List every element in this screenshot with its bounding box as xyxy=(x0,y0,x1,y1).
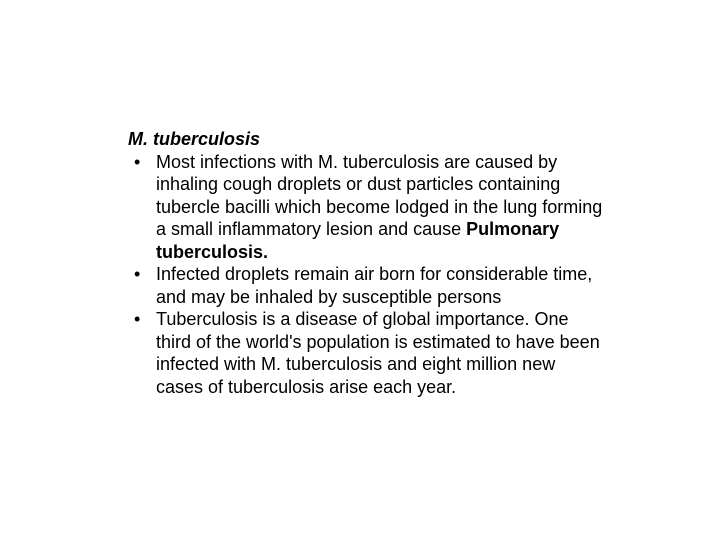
list-item: Tuberculosis is a disease of global impo… xyxy=(128,308,606,398)
slide-content: M. tuberculosis Most infections with M. … xyxy=(128,128,606,398)
heading-title: M. tuberculosis xyxy=(128,128,606,151)
bullet-text-pre: Infected droplets remain air born for co… xyxy=(156,264,592,307)
list-item: Most infections with M. tuberculosis are… xyxy=(128,151,606,264)
list-item: Infected droplets remain air born for co… xyxy=(128,263,606,308)
bullet-list: Most infections with M. tuberculosis are… xyxy=(128,151,606,399)
bullet-text-pre: Tuberculosis is a disease of global impo… xyxy=(156,309,600,397)
